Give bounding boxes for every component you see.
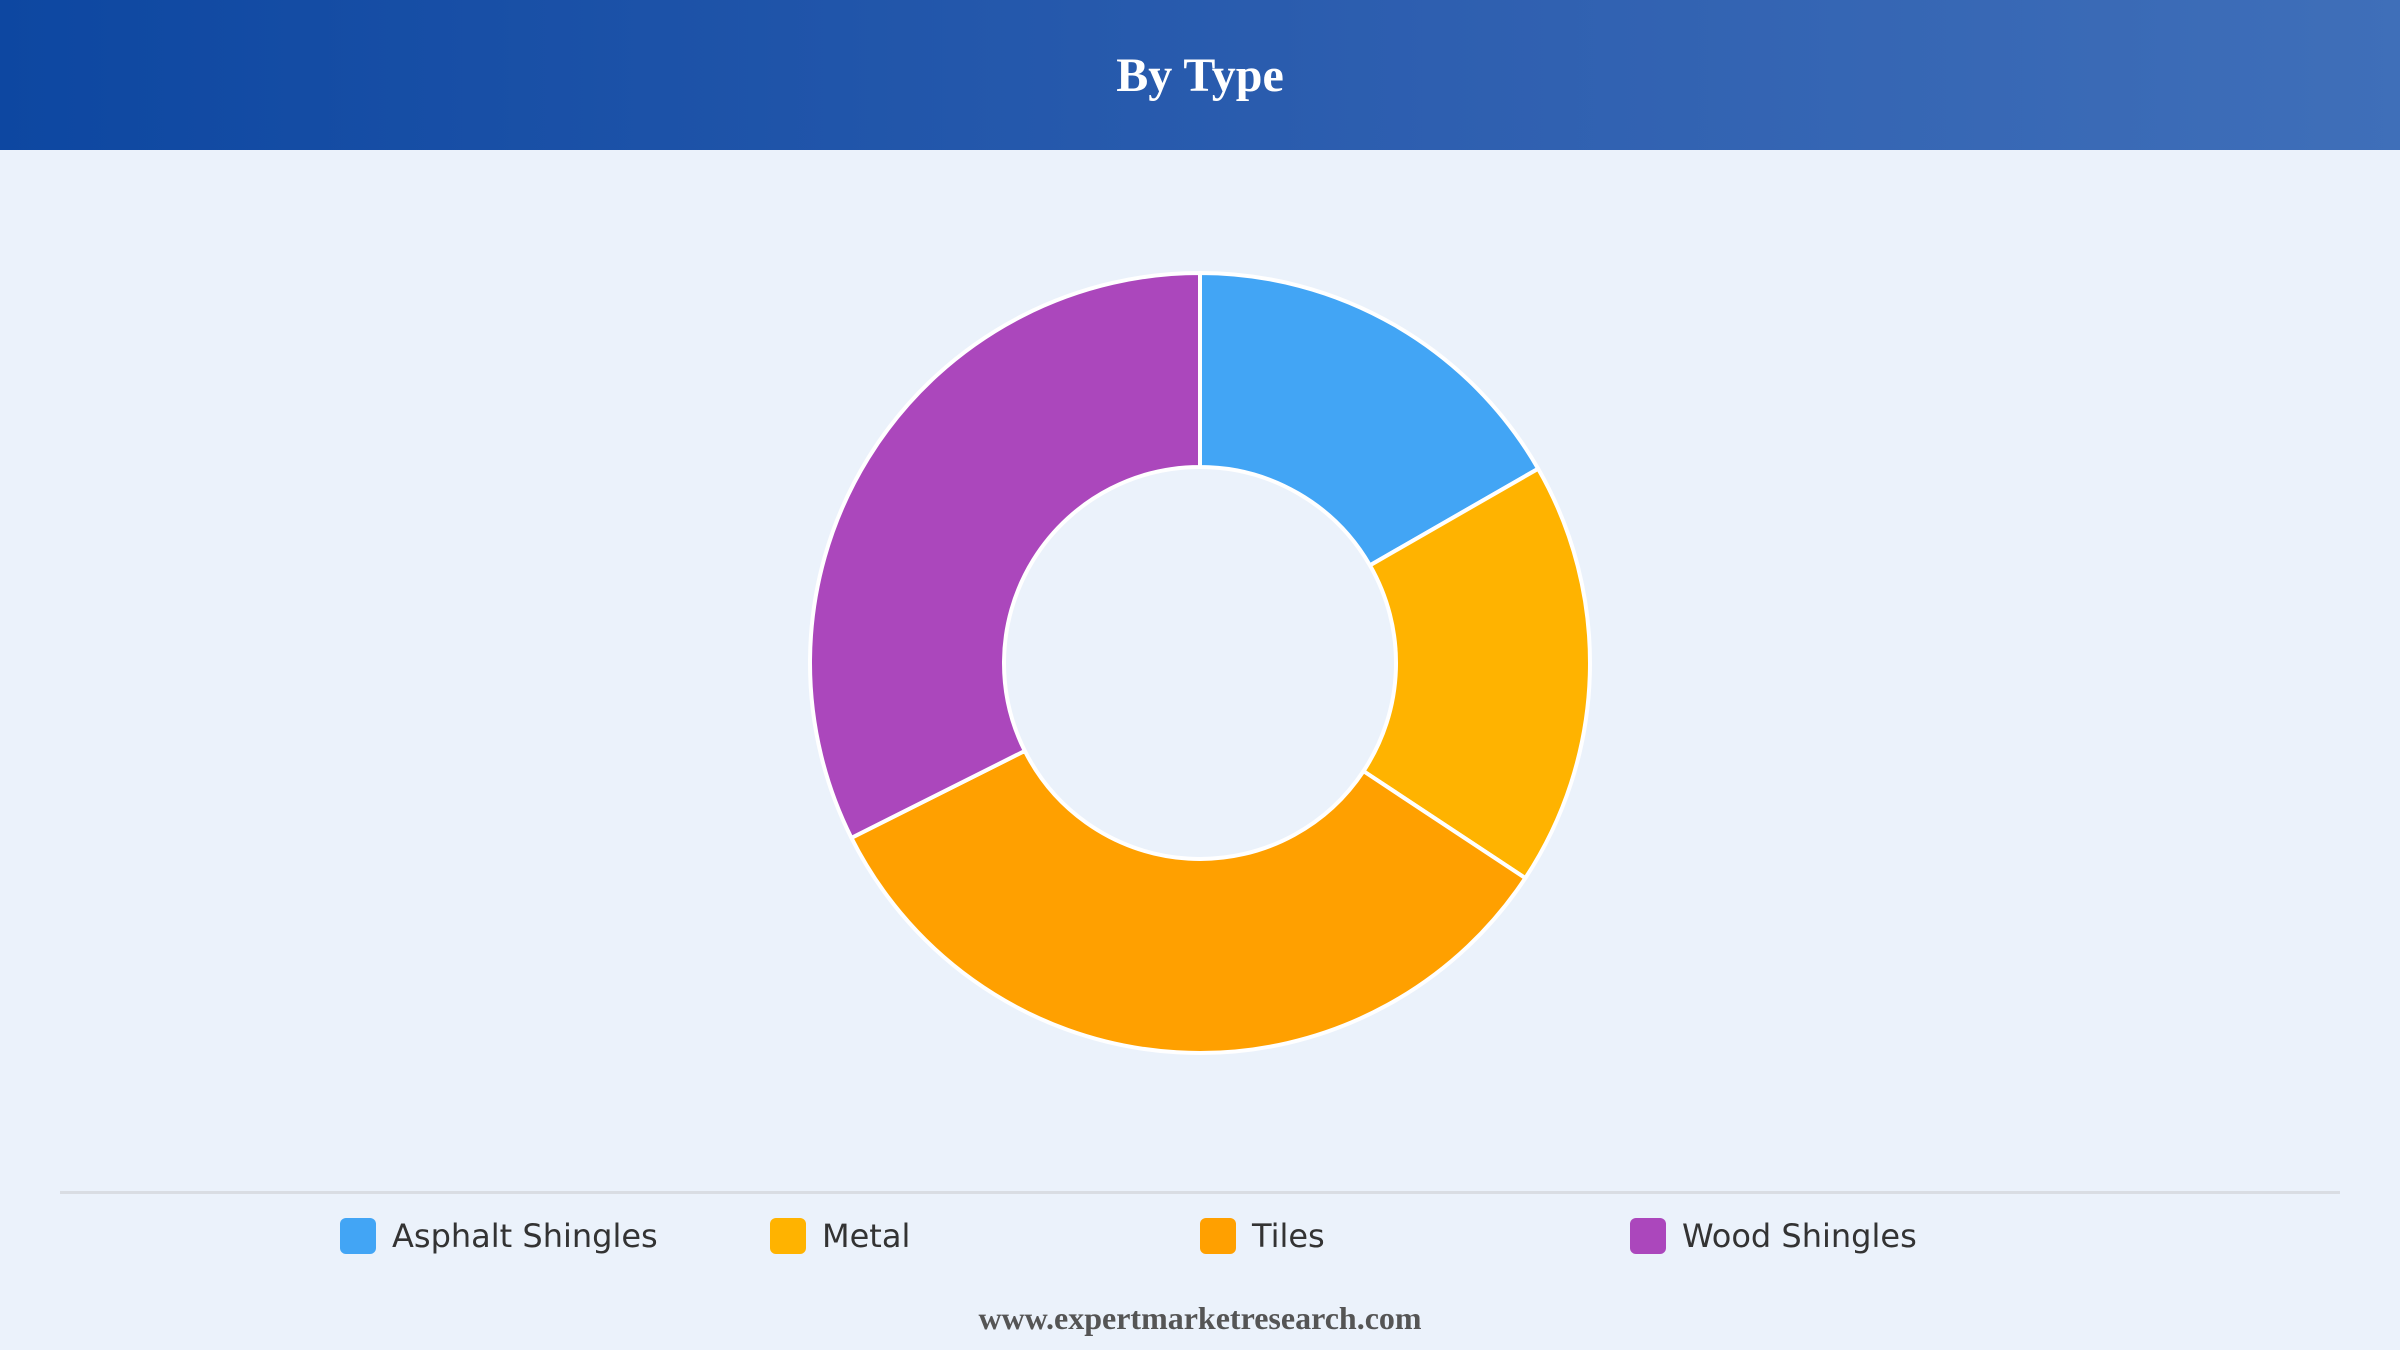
donut-chart <box>0 150 2400 1190</box>
legend-divider <box>60 1191 2340 1194</box>
legend-swatch-wood-shingles <box>1630 1218 1666 1254</box>
legend-swatch-tiles <box>1200 1218 1236 1254</box>
chart-title: By Type <box>1116 48 1284 102</box>
donut-slice-asphalt-shingles[interactable] <box>1198 271 1541 568</box>
chart-legend: Asphalt Shingles Metal Tiles Wood Shingl… <box>0 1208 2400 1264</box>
donut-chart-svg <box>808 271 1592 1055</box>
donut-slice-tiles[interactable] <box>849 748 1528 1055</box>
header-banner: By Type <box>0 0 2400 150</box>
donut-slice-metal[interactable] <box>1361 466 1592 881</box>
donut-slice-wood-shingles[interactable] <box>808 271 1202 840</box>
legend-label-asphalt-shingles: Asphalt Shingles <box>392 1217 658 1255</box>
legend-label-tiles: Tiles <box>1252 1217 1325 1255</box>
legend-swatch-asphalt-shingles <box>340 1218 376 1254</box>
legend-label-wood-shingles: Wood Shingles <box>1682 1217 1917 1255</box>
source-watermark: www.expertmarketresearch.com <box>978 1300 1422 1336</box>
legend-item-tiles[interactable]: Tiles <box>1200 1208 1325 1264</box>
legend-label-metal: Metal <box>822 1217 911 1255</box>
legend-item-wood-shingles[interactable]: Wood Shingles <box>1630 1208 1917 1264</box>
legend-item-metal[interactable]: Metal <box>770 1208 910 1264</box>
legend-swatch-metal <box>770 1218 806 1254</box>
legend-item-asphalt-shingles[interactable]: Asphalt Shingles <box>340 1208 658 1264</box>
